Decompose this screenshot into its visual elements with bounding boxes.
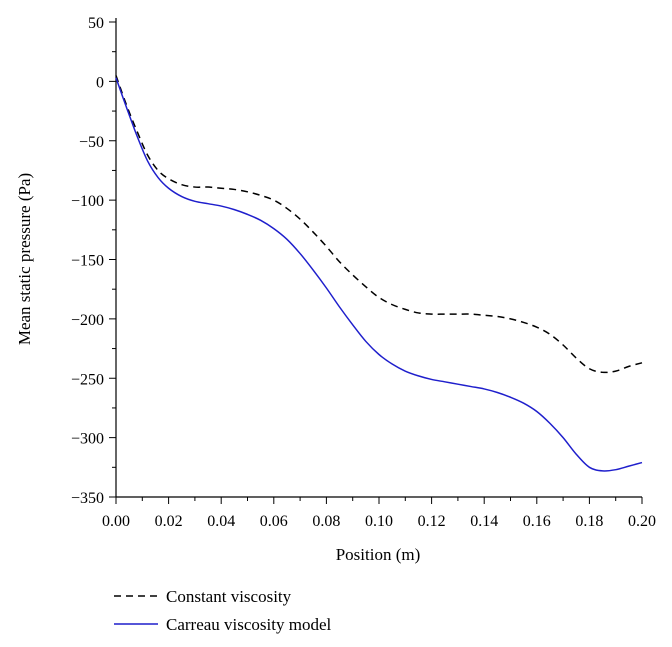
ticks xyxy=(109,21,643,504)
x-tick-label: 0.06 xyxy=(260,513,288,530)
y-tick-label: −50 xyxy=(79,134,104,151)
tick-labels: 0.00 0.02 0.04 0.06 0.08 0.10 0.12 0.14 0.16 0.18… xyxy=(71,15,656,530)
x-tick-label: 0.20 xyxy=(628,513,656,530)
y-tick-label: −200 xyxy=(71,312,104,329)
legend-label-constant-viscosity: Constant viscosity xyxy=(166,587,292,606)
series-line-carreau-viscosity-model xyxy=(115,77,643,472)
y-axis-title: Mean static pressure (Pa) xyxy=(15,173,34,345)
x-tick-label: 0.12 xyxy=(418,513,446,530)
y-tick-label: 0 xyxy=(96,74,104,91)
y-tick-label: −350 xyxy=(71,490,104,507)
y-tick-label: −300 xyxy=(71,431,104,448)
y-tick-label: −100 xyxy=(71,193,104,210)
x-tick-label: 0.18 xyxy=(575,513,603,530)
series-lines xyxy=(115,75,643,472)
series-line-constant-viscosity xyxy=(115,75,643,374)
x-tick-label: 0.16 xyxy=(523,513,551,530)
x-tick-label: 0.04 xyxy=(207,513,235,530)
x-tick-label: 0.08 xyxy=(312,513,340,530)
legend-label-carreau-viscosity-model: Carreau viscosity model xyxy=(166,615,332,634)
x-tick-label: 0.02 xyxy=(155,513,183,530)
x-tick-label: 0.10 xyxy=(365,513,393,530)
y-tick-label: −250 xyxy=(71,371,104,388)
x-axis-title: Position (m) xyxy=(336,545,421,564)
y-tick-label: −150 xyxy=(71,253,104,270)
x-tick-label: 0.14 xyxy=(470,513,498,530)
y-tick-label: 50 xyxy=(88,15,104,32)
axes xyxy=(115,18,642,498)
x-tick-label: 0.00 xyxy=(102,513,130,530)
legend: Constant viscosity Carreau viscosity mod… xyxy=(114,587,332,634)
